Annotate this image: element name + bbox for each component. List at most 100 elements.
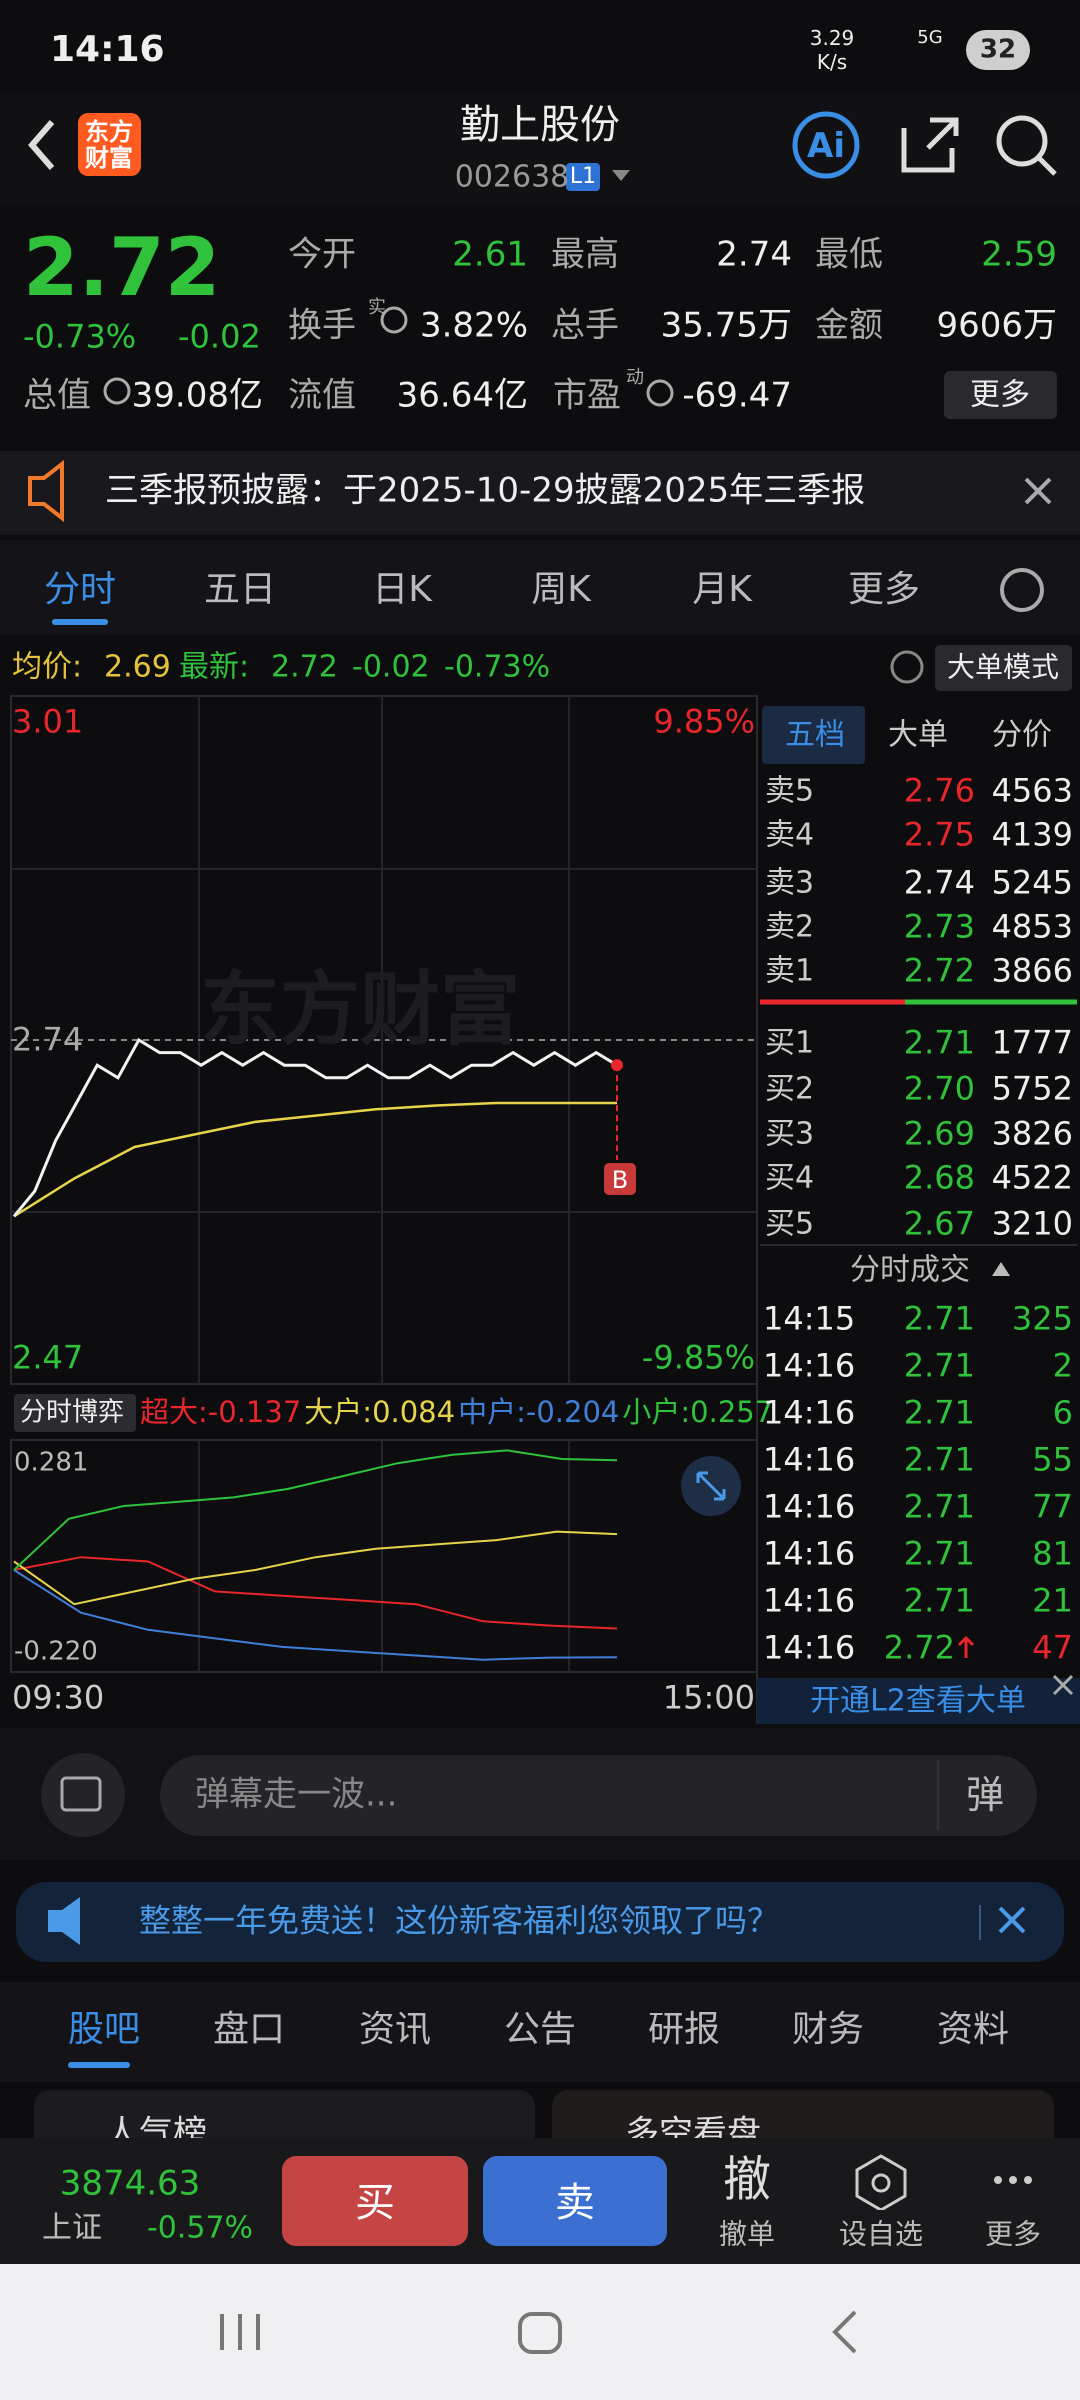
book-tab[interactable]: 分价 [992, 717, 1052, 753]
danmaku-toggle[interactable]: 弹 [966, 1773, 1004, 1817]
close-icon[interactable] [1024, 477, 1052, 505]
watermark: 东方财富 [200, 963, 520, 1056]
share-icon[interactable] [901, 117, 959, 173]
sell-label[interactable]: 卖 [555, 2180, 595, 2226]
tab[interactable]: 周K [531, 569, 591, 611]
level-badge: L1 [569, 163, 597, 189]
dropdown[interactable] [612, 170, 630, 181]
search-icon[interactable] [996, 115, 1048, 167]
bottom-tab[interactable]: 盘口 [212, 2009, 286, 2051]
trade-time: 14:16 [763, 1581, 856, 1620]
axis-label: 0.281 [14, 1447, 89, 1478]
buy-button[interactable] [282, 2156, 468, 2246]
big-order-mode[interactable]: 大单模式 [946, 650, 1060, 684]
avg-label: 均价: [12, 649, 83, 685]
info-icon[interactable] [646, 379, 674, 407]
flow-button[interactable] [14, 1394, 136, 1432]
field-label: 总手 [551, 305, 619, 346]
bottom-tab[interactable]: 股吧 [67, 2009, 141, 2051]
danmaku-placeholder[interactable]: 弹幕走一波... [195, 1774, 398, 1815]
change-pct: -0.73% [23, 317, 137, 356]
bid-volume: 3826 [991, 1114, 1073, 1153]
trade-price: 2.71 [903, 1393, 975, 1432]
danmaku-icon[interactable] [41, 1753, 125, 1837]
tab[interactable]: 分时 [43, 569, 117, 611]
tab[interactable]: 更多 [847, 569, 921, 611]
field-label: 市盈 [553, 375, 621, 416]
bottom-tab[interactable]: 资料 [936, 2009, 1010, 2051]
recent-button[interactable] [220, 2314, 260, 2350]
trade-volume: 47 [1032, 1628, 1073, 1667]
trade-price: 2.71 [903, 1581, 975, 1620]
bid-label: 买1 [765, 1025, 815, 1061]
more-button[interactable] [944, 371, 1057, 419]
watchlist-label[interactable]: 设自选 [838, 2217, 924, 2251]
trade-time: 14:16 [763, 1534, 856, 1573]
legend-name: 大户: [304, 1395, 373, 1430]
logo: 东方财富 [85, 118, 133, 172]
ask-volume: 4853 [991, 907, 1073, 946]
info-icon[interactable] [103, 377, 131, 405]
bottom-tab[interactable]: 资讯 [358, 2009, 432, 2051]
trades-title[interactable]: 分时成交 [850, 1252, 970, 1288]
more-button[interactable]: 更多 [970, 377, 1030, 413]
line [13, 1530, 618, 1606]
legend-name: 中户: [458, 1395, 526, 1430]
trade-volume: 2 [1052, 1346, 1073, 1385]
tabs-bg [0, 540, 1080, 635]
banner-text[interactable]: 整整一年免费送！这份新客福利您领取了吗？ [139, 1901, 780, 1940]
ask-price: 2.74 [903, 863, 975, 902]
legend-name: 超大: [140, 1395, 208, 1430]
dot [994, 2176, 1002, 2184]
legend-value: 0.084 [372, 1395, 456, 1430]
field-value: -69.47 [682, 375, 792, 416]
cancel-icon[interactable]: 撤 [722, 2151, 772, 2208]
trade-volume: 55 [1032, 1440, 1073, 1479]
up-arrow [957, 1635, 975, 1658]
close-icon[interactable] [998, 1906, 1026, 1934]
tab[interactable]: 五日 [203, 569, 277, 611]
axis-label: 3.01 [12, 702, 84, 741]
watchlist-icon[interactable] [855, 2154, 907, 2210]
settings-icon[interactable] [1000, 568, 1044, 612]
danmaku-input[interactable] [160, 1755, 1037, 1836]
bottom-tab[interactable]: 公告 [503, 2009, 577, 2051]
info-icon[interactable] [380, 306, 408, 334]
cancel-label[interactable]: 撤单 [718, 2217, 776, 2251]
field-value: 3.82% [419, 305, 528, 346]
l2-bg[interactable] [757, 1678, 1080, 1724]
line [13, 1449, 618, 1571]
bid-price: 2.69 [903, 1114, 975, 1153]
banner-icon [48, 1897, 80, 1945]
stock-code: 002638 [454, 159, 570, 195]
back-button[interactable] [832, 2310, 857, 2354]
book-tab[interactable]: 大单 [888, 717, 948, 753]
trade-time: 14:16 [763, 1628, 856, 1667]
tab-underline [52, 619, 108, 625]
tab[interactable]: 日K [372, 569, 432, 611]
ai-icon[interactable] [792, 111, 860, 179]
trade-price: 2.71 [903, 1487, 975, 1526]
bid-price: 2.67 [903, 1204, 975, 1243]
help-icon[interactable] [890, 650, 924, 684]
close-icon[interactable] [1052, 1674, 1074, 1696]
back-icon[interactable] [28, 120, 55, 170]
buy-label[interactable]: 买 [355, 2180, 395, 2226]
home-button[interactable] [518, 2312, 562, 2354]
banner-bg[interactable] [16, 1882, 1064, 1962]
book-tab[interactable]: 五档 [785, 717, 845, 753]
l2-promo[interactable]: 开通L2查看大单 [810, 1683, 1026, 1719]
field-value: 36.64亿 [396, 375, 528, 416]
flow-title[interactable]: 分时博弈 [20, 1397, 125, 1428]
sell-button[interactable] [483, 2156, 667, 2246]
axis-label: -9.85% [641, 1338, 755, 1377]
more-label[interactable]: 更多 [984, 2217, 1042, 2251]
notice[interactable]: 三季报预披露：于2025-10-29披露2025年三季报 [105, 470, 866, 511]
ai-label: Ai [807, 126, 845, 166]
field-value: 35.75万 [660, 305, 792, 346]
bottom-tab[interactable]: 财务 [791, 2009, 865, 2051]
big-order-button[interactable] [935, 645, 1072, 691]
bottom-tab[interactable]: 研报 [647, 2009, 721, 2051]
tab[interactable]: 月K [692, 569, 752, 611]
trade-price: 2.71 [903, 1299, 975, 1338]
